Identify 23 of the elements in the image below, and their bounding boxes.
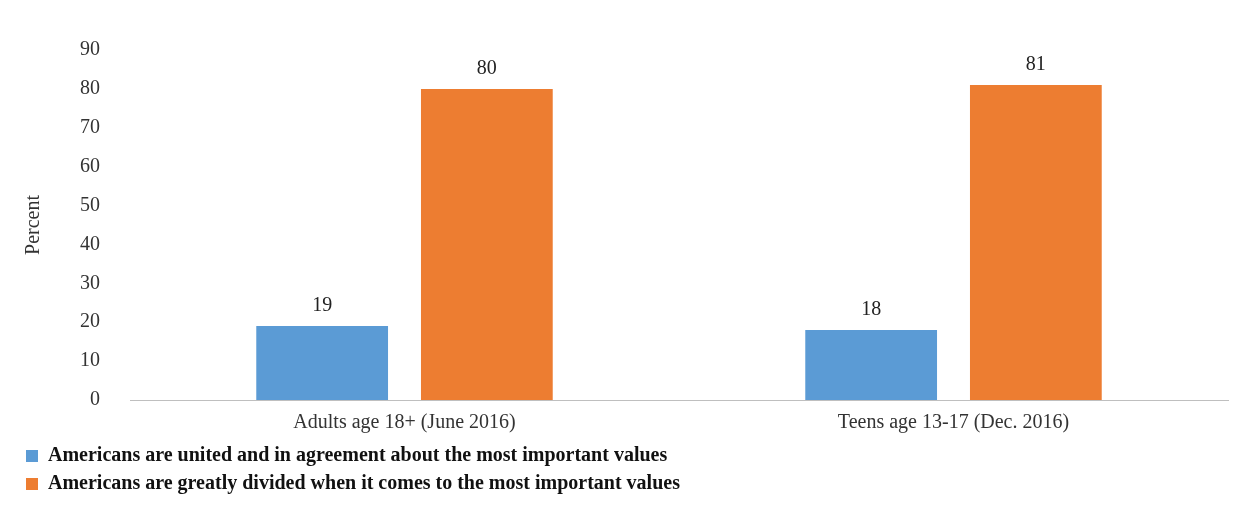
x-tick-label: Teens age 13-17 (Dec. 2016) bbox=[837, 410, 1070, 434]
y-tick-label: 30 bbox=[80, 270, 100, 293]
legend-label: Americans are greatly divided when it comes to the most important values bbox=[48, 471, 681, 495]
y-tick-label: 40 bbox=[80, 231, 100, 254]
bar bbox=[969, 85, 1102, 400]
y-axis-title: Percent bbox=[21, 194, 44, 255]
x-tick-label: Adults age 18+ (June 2016) bbox=[293, 410, 516, 434]
y-tick-label: 80 bbox=[80, 76, 100, 99]
y-tick-label: 20 bbox=[80, 309, 100, 332]
bar bbox=[420, 88, 553, 400]
y-tick-label: 90 bbox=[80, 37, 100, 60]
y-tick-label: 50 bbox=[80, 192, 100, 215]
y-tick-label: 60 bbox=[80, 153, 100, 176]
y-tick-label: 10 bbox=[80, 348, 100, 371]
y-tick-label: 0 bbox=[90, 387, 100, 410]
data-label: 80 bbox=[476, 56, 497, 79]
data-label: 19 bbox=[312, 293, 333, 316]
data-label: 18 bbox=[861, 297, 882, 320]
legend-label: Americans are united and in agreement about the most important values bbox=[48, 443, 668, 467]
data-label: 81 bbox=[1025, 52, 1046, 75]
y-tick-label: 70 bbox=[80, 115, 100, 138]
bar bbox=[805, 330, 938, 400]
bar bbox=[256, 326, 389, 400]
